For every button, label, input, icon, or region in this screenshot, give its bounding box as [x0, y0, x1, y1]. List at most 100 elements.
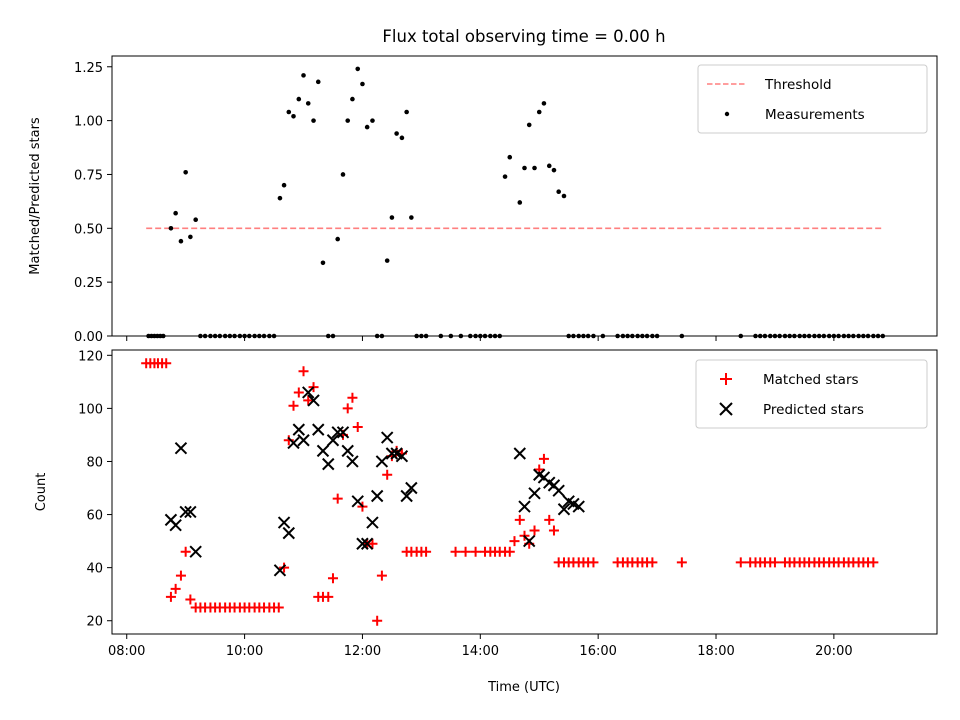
x-tick-label: 14:00 — [462, 644, 499, 659]
ratio-y-tick-label: 0.25 — [74, 276, 103, 291]
measurement-point — [168, 226, 174, 231]
matched-star-point — [165, 591, 176, 602]
matched-star-point — [367, 538, 378, 549]
predicted-star-point — [380, 431, 394, 444]
matched-star-point — [161, 358, 172, 369]
count-y-axis-label: Count — [34, 473, 49, 512]
measurement-point — [526, 122, 532, 128]
predicted-legend-swatch — [719, 402, 733, 416]
predicted-star-point — [395, 449, 409, 463]
predicted-star-point — [326, 434, 340, 447]
predicted-star-point — [385, 447, 399, 460]
measurement-point — [305, 101, 311, 106]
matched-star-point — [376, 570, 387, 581]
x-tick-label: 08:00 — [108, 644, 145, 659]
predicted-star-point — [297, 434, 310, 447]
measurement-point — [183, 170, 188, 175]
measurement-point — [532, 165, 537, 171]
measurement-point — [556, 189, 561, 194]
predicted-star-point — [341, 444, 354, 458]
matched-star-point — [170, 583, 181, 594]
matched-star-point — [421, 546, 432, 557]
predicted-star-point — [552, 484, 565, 497]
measurement-point — [561, 193, 567, 199]
measurement-point — [296, 96, 302, 102]
count-data-layer — [141, 358, 879, 626]
predicted-star-point — [400, 489, 413, 503]
measurement-point — [360, 81, 365, 87]
matched-star-point — [538, 453, 549, 464]
predicted-star-point — [302, 386, 315, 399]
measurement-point — [370, 118, 375, 123]
measurement-point — [364, 124, 370, 130]
ratio-legend: Threshold Measurements — [697, 64, 928, 134]
predicted-star-point — [518, 500, 531, 513]
predicted-star-point — [316, 444, 330, 458]
predicted-star-point — [312, 423, 325, 436]
matched-star-point — [347, 392, 358, 403]
matched-star-point — [180, 546, 191, 557]
measurement-point — [409, 215, 414, 220]
count-axes-frame — [111, 349, 938, 635]
count-y-axis: 20 40 60 80 100 120 — [78, 349, 112, 630]
measurement-point — [281, 182, 287, 188]
ratio-x-axis — [126, 336, 835, 341]
ratio-y-tick-label: 1.00 — [74, 115, 103, 130]
measurement-point — [536, 109, 542, 115]
ratio-y-tick-label: 0.50 — [74, 222, 103, 237]
predicted-star-point — [346, 455, 359, 468]
predicted-star-point — [287, 436, 300, 450]
ratio-y-axis-label: Matched/Predicted stars — [28, 117, 43, 275]
predicted-star-point — [356, 537, 369, 550]
measurement-point — [345, 118, 351, 123]
matched-star-point — [769, 557, 780, 568]
measurement-point — [355, 66, 361, 72]
measurement-point — [389, 215, 395, 220]
measurement-point — [517, 200, 523, 205]
count-y-tick-label: 100 — [78, 402, 103, 417]
ratio-axes-frame — [111, 55, 938, 337]
measurement-point — [173, 210, 178, 216]
measurement-point — [315, 79, 321, 85]
matched-star-point — [735, 557, 746, 568]
matched-star-point — [288, 400, 299, 411]
predicted-star-point — [370, 489, 384, 503]
measurement-point — [350, 96, 355, 102]
predicted-star-point — [331, 426, 344, 439]
matched-star-point — [470, 546, 481, 557]
predicted-star-point — [366, 516, 379, 529]
matched-star-point — [293, 387, 304, 398]
matched-star-point — [647, 557, 658, 568]
measurements-legend-label: Measurements — [765, 107, 865, 123]
predicted-star-point — [179, 505, 192, 519]
measurement-point — [311, 118, 316, 123]
matched-star-point — [544, 514, 555, 525]
count-y-tick-label: 60 — [86, 509, 103, 524]
predicted-star-point — [351, 495, 364, 508]
measurement-point — [286, 109, 292, 115]
matched-star-point — [529, 525, 540, 536]
ratio-y-tick-label: 1.25 — [74, 61, 103, 76]
predicted-legend-label: Predicted stars — [763, 402, 864, 418]
predicted-star-point — [405, 481, 418, 495]
threshold-legend-label: Threshold — [764, 77, 832, 93]
measurement-point — [546, 163, 552, 169]
count-x-axis: 08:00 10:00 12:00 14:00 16:00 18:00 20:00 — [108, 634, 853, 659]
matched-star-point — [504, 546, 515, 557]
x-tick-label: 16:00 — [579, 644, 616, 659]
measurement-point — [301, 73, 306, 78]
count-y-tick-label: 20 — [86, 615, 103, 630]
measurement-point — [384, 258, 390, 263]
measurement-point — [178, 238, 184, 244]
matched-star-point — [303, 395, 314, 406]
matched-star-point — [382, 469, 393, 480]
predicted-star-point — [169, 518, 182, 532]
x-tick-label: 10:00 — [226, 644, 263, 659]
matched-star-point — [548, 525, 559, 536]
matched-star-point — [279, 562, 290, 573]
matched-star-point — [352, 421, 363, 432]
ratio-panel: 0.00 0.25 0.50 0.75 1.00 1.25 Matched/Predict… — [28, 55, 938, 345]
matched-star-point — [332, 493, 343, 504]
measurement-point — [399, 135, 405, 141]
